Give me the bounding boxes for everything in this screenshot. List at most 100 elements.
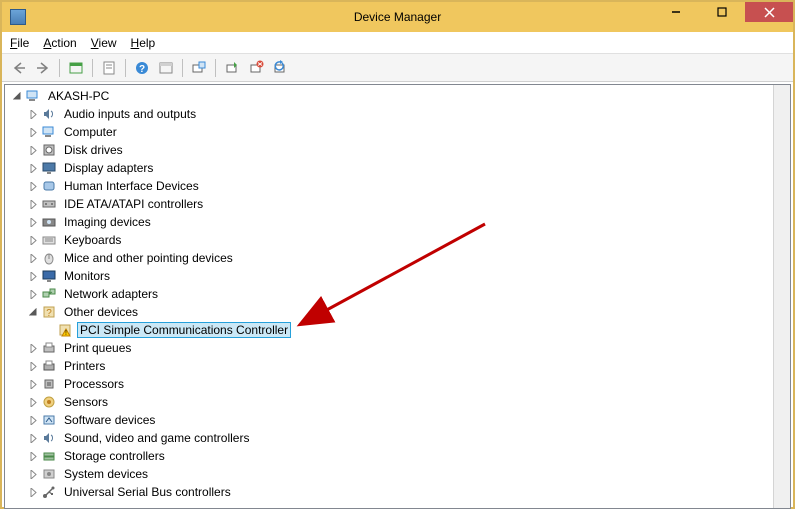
tree-node-label[interactable]: Print queues	[61, 340, 134, 356]
toolbar-separator	[215, 59, 216, 77]
toolbar-props2-button[interactable]	[155, 57, 177, 79]
toolbar-back-button[interactable]	[8, 57, 30, 79]
tree-node[interactable]: Imaging devices	[9, 213, 790, 231]
toolbar-help-button[interactable]: ?	[131, 57, 153, 79]
expand-icon[interactable]	[25, 412, 41, 428]
toolbar-scan-button[interactable]	[188, 57, 210, 79]
other-icon: ?	[41, 304, 57, 320]
tree-node[interactable]: Print queues	[9, 339, 790, 357]
expand-icon[interactable]	[25, 448, 41, 464]
menu-action[interactable]: Action	[43, 36, 76, 50]
toolbar-update-driver-button[interactable]	[221, 57, 243, 79]
window-controls	[653, 2, 793, 32]
tree-node-label[interactable]: System devices	[61, 466, 151, 482]
expand-icon[interactable]	[25, 358, 41, 374]
tree-node[interactable]: Display adapters	[9, 159, 790, 177]
tree-node-label[interactable]: Sound, video and game controllers	[61, 430, 252, 446]
disk-icon	[41, 142, 57, 158]
tree-node[interactable]: Monitors	[9, 267, 790, 285]
computer-icon	[41, 124, 57, 140]
tree-node[interactable]: Storage controllers	[9, 447, 790, 465]
tree-node-label[interactable]: PCI Simple Communications Controller	[77, 322, 291, 338]
tree-node-label[interactable]: IDE ATA/ATAPI controllers	[61, 196, 206, 212]
expand-icon[interactable]	[25, 106, 41, 122]
expand-icon[interactable]	[25, 196, 41, 212]
display-icon	[41, 160, 57, 176]
toolbar-properties-button[interactable]	[98, 57, 120, 79]
tree-node[interactable]: AKASH-PC	[9, 87, 790, 105]
network-icon	[41, 286, 57, 302]
tree-node-label[interactable]: Display adapters	[61, 160, 156, 176]
tree-node[interactable]: Audio inputs and outputs	[9, 105, 790, 123]
maximize-button[interactable]	[699, 2, 745, 22]
toolbar-scan-changes-button[interactable]	[269, 57, 291, 79]
tree-node-label[interactable]: Storage controllers	[61, 448, 168, 464]
tree-node-label[interactable]: AKASH-PC	[45, 88, 112, 104]
expand-icon[interactable]	[25, 232, 41, 248]
close-button[interactable]	[745, 2, 793, 22]
menu-file[interactable]: File	[10, 36, 29, 50]
tree-node[interactable]: Universal Serial Bus controllers	[9, 483, 790, 501]
toolbar-console-button[interactable]	[65, 57, 87, 79]
tree-node-label[interactable]: Disk drives	[61, 142, 126, 158]
mouse-icon	[41, 250, 57, 266]
expand-icon[interactable]	[25, 160, 41, 176]
tree-node-label[interactable]: Audio inputs and outputs	[61, 106, 199, 122]
tree-node[interactable]: Human Interface Devices	[9, 177, 790, 195]
warning-device-icon: !	[57, 322, 73, 338]
tree-node-label[interactable]: Monitors	[61, 268, 113, 284]
tree-node-label[interactable]: Keyboards	[61, 232, 124, 248]
tree-node[interactable]: Network adapters	[9, 285, 790, 303]
tree-node[interactable]: !PCI Simple Communications Controller	[9, 321, 790, 339]
expand-icon[interactable]	[25, 430, 41, 446]
expand-icon[interactable]	[25, 178, 41, 194]
tree-node[interactable]: ?Other devices	[9, 303, 790, 321]
tree-node-label[interactable]: Imaging devices	[61, 214, 154, 230]
tree-node-label[interactable]: Universal Serial Bus controllers	[61, 484, 234, 500]
tree-node[interactable]: Mice and other pointing devices	[9, 249, 790, 267]
minimize-button[interactable]	[653, 2, 699, 22]
expand-icon[interactable]	[25, 394, 41, 410]
toolbar-forward-button[interactable]	[32, 57, 54, 79]
tree-node[interactable]: Processors	[9, 375, 790, 393]
tree-node-label[interactable]: Printers	[61, 358, 108, 374]
usb-icon	[41, 484, 57, 500]
hid-icon	[41, 178, 57, 194]
tree-node-label[interactable]: Sensors	[61, 394, 111, 410]
expand-icon[interactable]	[25, 466, 41, 482]
expand-icon[interactable]	[25, 286, 41, 302]
expand-icon[interactable]	[25, 124, 41, 140]
menu-help[interactable]: Help	[131, 36, 156, 50]
tree-node[interactable]: IDE ATA/ATAPI controllers	[9, 195, 790, 213]
tree-node[interactable]: Sensors	[9, 393, 790, 411]
tree-node[interactable]: Sound, video and game controllers	[9, 429, 790, 447]
tree-node-label[interactable]: Software devices	[61, 412, 158, 428]
printer-icon	[41, 358, 57, 374]
expand-icon[interactable]	[25, 214, 41, 230]
collapse-icon[interactable]	[9, 88, 25, 104]
tree-node-label[interactable]: Human Interface Devices	[61, 178, 202, 194]
tree-node[interactable]: Keyboards	[9, 231, 790, 249]
expand-icon[interactable]	[25, 484, 41, 500]
menu-view[interactable]: View	[91, 36, 117, 50]
expand-icon[interactable]	[25, 268, 41, 284]
collapse-icon[interactable]	[25, 304, 41, 320]
tree-node-label[interactable]: Computer	[61, 124, 120, 140]
tree-node-label[interactable]: Processors	[61, 376, 127, 392]
tree-node-label[interactable]: Network adapters	[61, 286, 161, 302]
tree-node[interactable]: Software devices	[9, 411, 790, 429]
imaging-icon	[41, 214, 57, 230]
tree-node-label[interactable]: Other devices	[61, 304, 141, 320]
tree-node[interactable]: Disk drives	[9, 141, 790, 159]
expand-icon[interactable]	[25, 142, 41, 158]
expand-icon[interactable]	[25, 340, 41, 356]
expand-icon[interactable]	[25, 250, 41, 266]
tree-node[interactable]: Printers	[9, 357, 790, 375]
toolbar-uninstall-button[interactable]	[245, 57, 267, 79]
expand-icon[interactable]	[25, 376, 41, 392]
tree-node-label[interactable]: Mice and other pointing devices	[61, 250, 236, 266]
device-tree-container[interactable]: AKASH-PC Audio inputs and outputs Computer…	[4, 84, 791, 509]
expander-spacer	[41, 322, 57, 338]
tree-node[interactable]: System devices	[9, 465, 790, 483]
tree-node[interactable]: Computer	[9, 123, 790, 141]
